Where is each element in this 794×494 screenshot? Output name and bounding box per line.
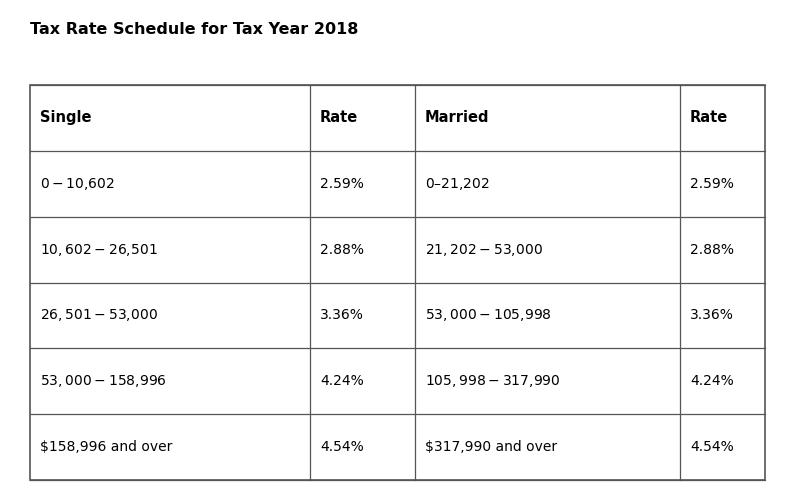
Text: $158,996 and over: $158,996 and over <box>40 440 172 454</box>
Text: 4.54%: 4.54% <box>690 440 734 454</box>
Text: Rate: Rate <box>690 111 728 125</box>
Text: 3.36%: 3.36% <box>690 308 734 323</box>
Text: 2.59%: 2.59% <box>690 177 734 191</box>
Text: $317,990 and over: $317,990 and over <box>425 440 557 454</box>
Text: $21,202 - $53,000: $21,202 - $53,000 <box>425 242 543 257</box>
Text: 4.54%: 4.54% <box>320 440 364 454</box>
Text: $0 – $21,202: $0 – $21,202 <box>425 176 490 192</box>
Text: Married: Married <box>425 111 489 125</box>
Text: 4.24%: 4.24% <box>690 374 734 388</box>
Text: Rate: Rate <box>320 111 358 125</box>
Text: Single: Single <box>40 111 91 125</box>
Text: 2.88%: 2.88% <box>320 243 364 256</box>
Bar <box>30 85 765 480</box>
Text: Tax Rate Schedule for Tax Year 2018: Tax Rate Schedule for Tax Year 2018 <box>30 22 358 37</box>
Text: 4.24%: 4.24% <box>320 374 364 388</box>
Text: $26,501 - $53,000: $26,501 - $53,000 <box>40 307 158 324</box>
Text: 2.88%: 2.88% <box>690 243 734 256</box>
Text: $53,000 - $105,998: $53,000 - $105,998 <box>425 307 552 324</box>
Text: 2.59%: 2.59% <box>320 177 364 191</box>
Text: $53,000 - $158,996: $53,000 - $158,996 <box>40 373 167 389</box>
Text: $0 - $10,602: $0 - $10,602 <box>40 176 115 192</box>
Text: 3.36%: 3.36% <box>320 308 364 323</box>
Text: $10,602 - $26,501: $10,602 - $26,501 <box>40 242 158 257</box>
Text: $105,998 - $317,990: $105,998 - $317,990 <box>425 373 561 389</box>
